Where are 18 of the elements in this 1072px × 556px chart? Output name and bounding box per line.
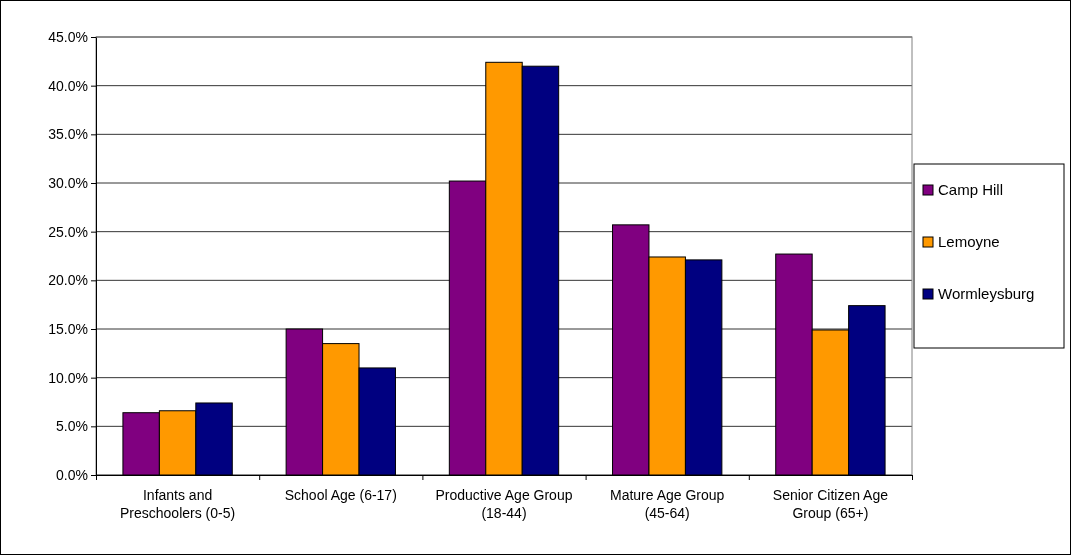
- y-tick-label: 25.0%: [48, 223, 88, 240]
- x-tick-label: School Age (6-17): [284, 487, 397, 503]
- y-tick-label: 35.0%: [48, 126, 88, 143]
- y-tick-label: 15.0%: [48, 320, 88, 337]
- legend-label: Lemoyne: [938, 233, 1000, 250]
- x-tick-label: Mature Age Group (45-64): [610, 487, 725, 521]
- x-tick-label: Infants and Preschoolers (0-5): [120, 487, 236, 521]
- y-tick-label: 10.0%: [48, 369, 88, 386]
- legend-label: Camp Hill: [938, 181, 1004, 198]
- y-tick-label: 5.0%: [56, 418, 88, 435]
- y-tick-label: 0.0%: [56, 466, 88, 483]
- legend-label: Wormleysburg: [938, 285, 1035, 302]
- y-tick-label: 45.0%: [48, 28, 88, 45]
- x-tick-label: Senior Citizen Age Group (65+): [772, 487, 889, 521]
- y-tick-label: 40.0%: [48, 77, 88, 94]
- x-tick-label: Productive Age Group (18-44): [435, 487, 573, 521]
- y-tick-label: 30.0%: [48, 174, 88, 191]
- y-tick-label: 20.0%: [48, 272, 88, 289]
